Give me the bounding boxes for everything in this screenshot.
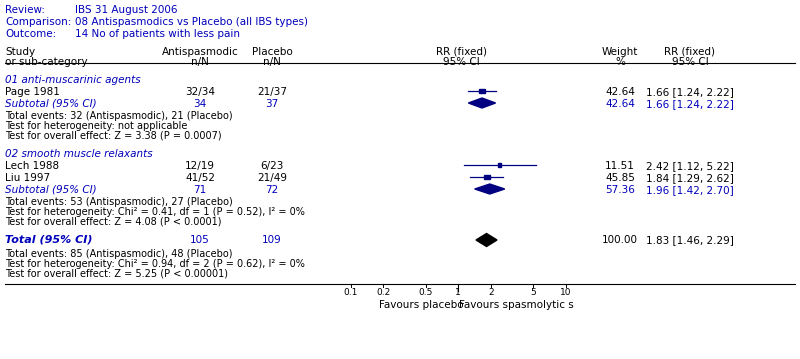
Text: IBS 31 August 2006: IBS 31 August 2006 <box>75 5 178 15</box>
Text: Test for heterogeneity: Chi² = 0.94, df = 2 (P = 0.62), I² = 0%: Test for heterogeneity: Chi² = 0.94, df … <box>5 259 305 269</box>
Text: 21/49: 21/49 <box>257 173 287 183</box>
Text: Total events: 85 (Antispasmodic), 48 (Placebo): Total events: 85 (Antispasmodic), 48 (Pl… <box>5 249 233 259</box>
Text: RR (fixed): RR (fixed) <box>435 47 486 57</box>
Text: Comparison:: Comparison: <box>5 17 71 27</box>
Text: Weight: Weight <box>602 47 638 57</box>
Text: 32/34: 32/34 <box>185 87 215 97</box>
Text: 21/37: 21/37 <box>257 87 287 97</box>
Text: Test for heterogeneity: Chi² = 0.41, df = 1 (P = 0.52), I² = 0%: Test for heterogeneity: Chi² = 0.41, df … <box>5 207 305 217</box>
Text: 0.1: 0.1 <box>343 288 358 297</box>
Text: 0.2: 0.2 <box>376 288 390 297</box>
Text: 95% CI: 95% CI <box>442 57 479 67</box>
Text: 08 Antispasmodics vs Placebo (all IBS types): 08 Antispasmodics vs Placebo (all IBS ty… <box>75 17 308 27</box>
Text: 11.51: 11.51 <box>605 161 635 171</box>
Text: Total events: 53 (Antispasmodic), 27 (Placebo): Total events: 53 (Antispasmodic), 27 (Pl… <box>5 197 233 207</box>
Text: Review:: Review: <box>5 5 45 15</box>
Text: 2.42 [1.12, 5.22]: 2.42 [1.12, 5.22] <box>646 161 734 171</box>
Text: n/N: n/N <box>263 57 281 67</box>
Text: Liu 1997: Liu 1997 <box>5 173 50 183</box>
Polygon shape <box>468 98 495 108</box>
Text: Test for overall effect: Z = 5.25 (P < 0.00001): Test for overall effect: Z = 5.25 (P < 0… <box>5 269 228 279</box>
Text: or sub-category: or sub-category <box>5 57 88 67</box>
Bar <box>483 175 490 179</box>
Text: 71: 71 <box>194 185 206 195</box>
Text: Subtotal (95% CI): Subtotal (95% CI) <box>5 99 97 109</box>
Text: 5: 5 <box>530 288 536 297</box>
Text: 01 anti-muscarinic agents: 01 anti-muscarinic agents <box>5 75 141 85</box>
Bar <box>479 89 485 93</box>
Polygon shape <box>476 233 497 247</box>
Text: 57.36: 57.36 <box>605 185 635 195</box>
Text: %: % <box>615 57 625 67</box>
Text: RR (fixed): RR (fixed) <box>665 47 715 57</box>
Text: Lech 1988: Lech 1988 <box>5 161 59 171</box>
Text: Test for heterogeneity: not applicable: Test for heterogeneity: not applicable <box>5 121 187 131</box>
Text: 10: 10 <box>560 288 572 297</box>
Text: Study: Study <box>5 47 35 57</box>
Text: 37: 37 <box>266 99 278 109</box>
Text: 1.66 [1.24, 2.22]: 1.66 [1.24, 2.22] <box>646 87 734 97</box>
Text: Favours placebo: Favours placebo <box>378 300 463 310</box>
Text: Outcome:: Outcome: <box>5 29 56 39</box>
Text: 42.64: 42.64 <box>605 99 635 109</box>
Text: Placebo: Placebo <box>252 47 292 57</box>
Text: 0.5: 0.5 <box>418 288 433 297</box>
Text: Page 1981: Page 1981 <box>5 87 60 97</box>
Text: Total (95% CI): Total (95% CI) <box>5 235 93 245</box>
Text: 1.83 [1.46, 2.29]: 1.83 [1.46, 2.29] <box>646 235 734 245</box>
Text: Test for overall effect: Z = 4.08 (P < 0.0001): Test for overall effect: Z = 4.08 (P < 0… <box>5 217 222 227</box>
Text: 1.96 [1.42, 2.70]: 1.96 [1.42, 2.70] <box>646 185 734 195</box>
Text: Total events: 32 (Antispasmodic), 21 (Placebo): Total events: 32 (Antispasmodic), 21 (Pl… <box>5 111 233 121</box>
Text: 72: 72 <box>266 185 278 195</box>
Text: Subtotal (95% CI): Subtotal (95% CI) <box>5 185 97 195</box>
Text: 42.64: 42.64 <box>605 87 635 97</box>
Text: Test for overall effect: Z = 3.38 (P = 0.0007): Test for overall effect: Z = 3.38 (P = 0… <box>5 131 222 141</box>
Text: 12/19: 12/19 <box>185 161 215 171</box>
Text: Antispasmodic: Antispasmodic <box>162 47 238 57</box>
Text: 1.84 [1.29, 2.62]: 1.84 [1.29, 2.62] <box>646 173 734 183</box>
Text: 95% CI: 95% CI <box>672 57 708 67</box>
Text: 2: 2 <box>488 288 494 297</box>
Bar <box>498 163 502 167</box>
Polygon shape <box>474 184 505 194</box>
Text: 45.85: 45.85 <box>605 173 635 183</box>
Text: 14 No of patients with less pain: 14 No of patients with less pain <box>75 29 240 39</box>
Text: Favours spasmolytic s: Favours spasmolytic s <box>459 300 574 310</box>
Text: 1.66 [1.24, 2.22]: 1.66 [1.24, 2.22] <box>646 99 734 109</box>
Text: 41/52: 41/52 <box>185 173 215 183</box>
Text: n/N: n/N <box>191 57 209 67</box>
Text: 109: 109 <box>262 235 282 245</box>
Text: 100.00: 100.00 <box>602 235 638 245</box>
Text: 02 smooth muscle relaxants: 02 smooth muscle relaxants <box>5 149 153 159</box>
Text: 1: 1 <box>455 288 461 297</box>
Text: 105: 105 <box>190 235 210 245</box>
Text: 34: 34 <box>194 99 206 109</box>
Text: 6/23: 6/23 <box>260 161 284 171</box>
